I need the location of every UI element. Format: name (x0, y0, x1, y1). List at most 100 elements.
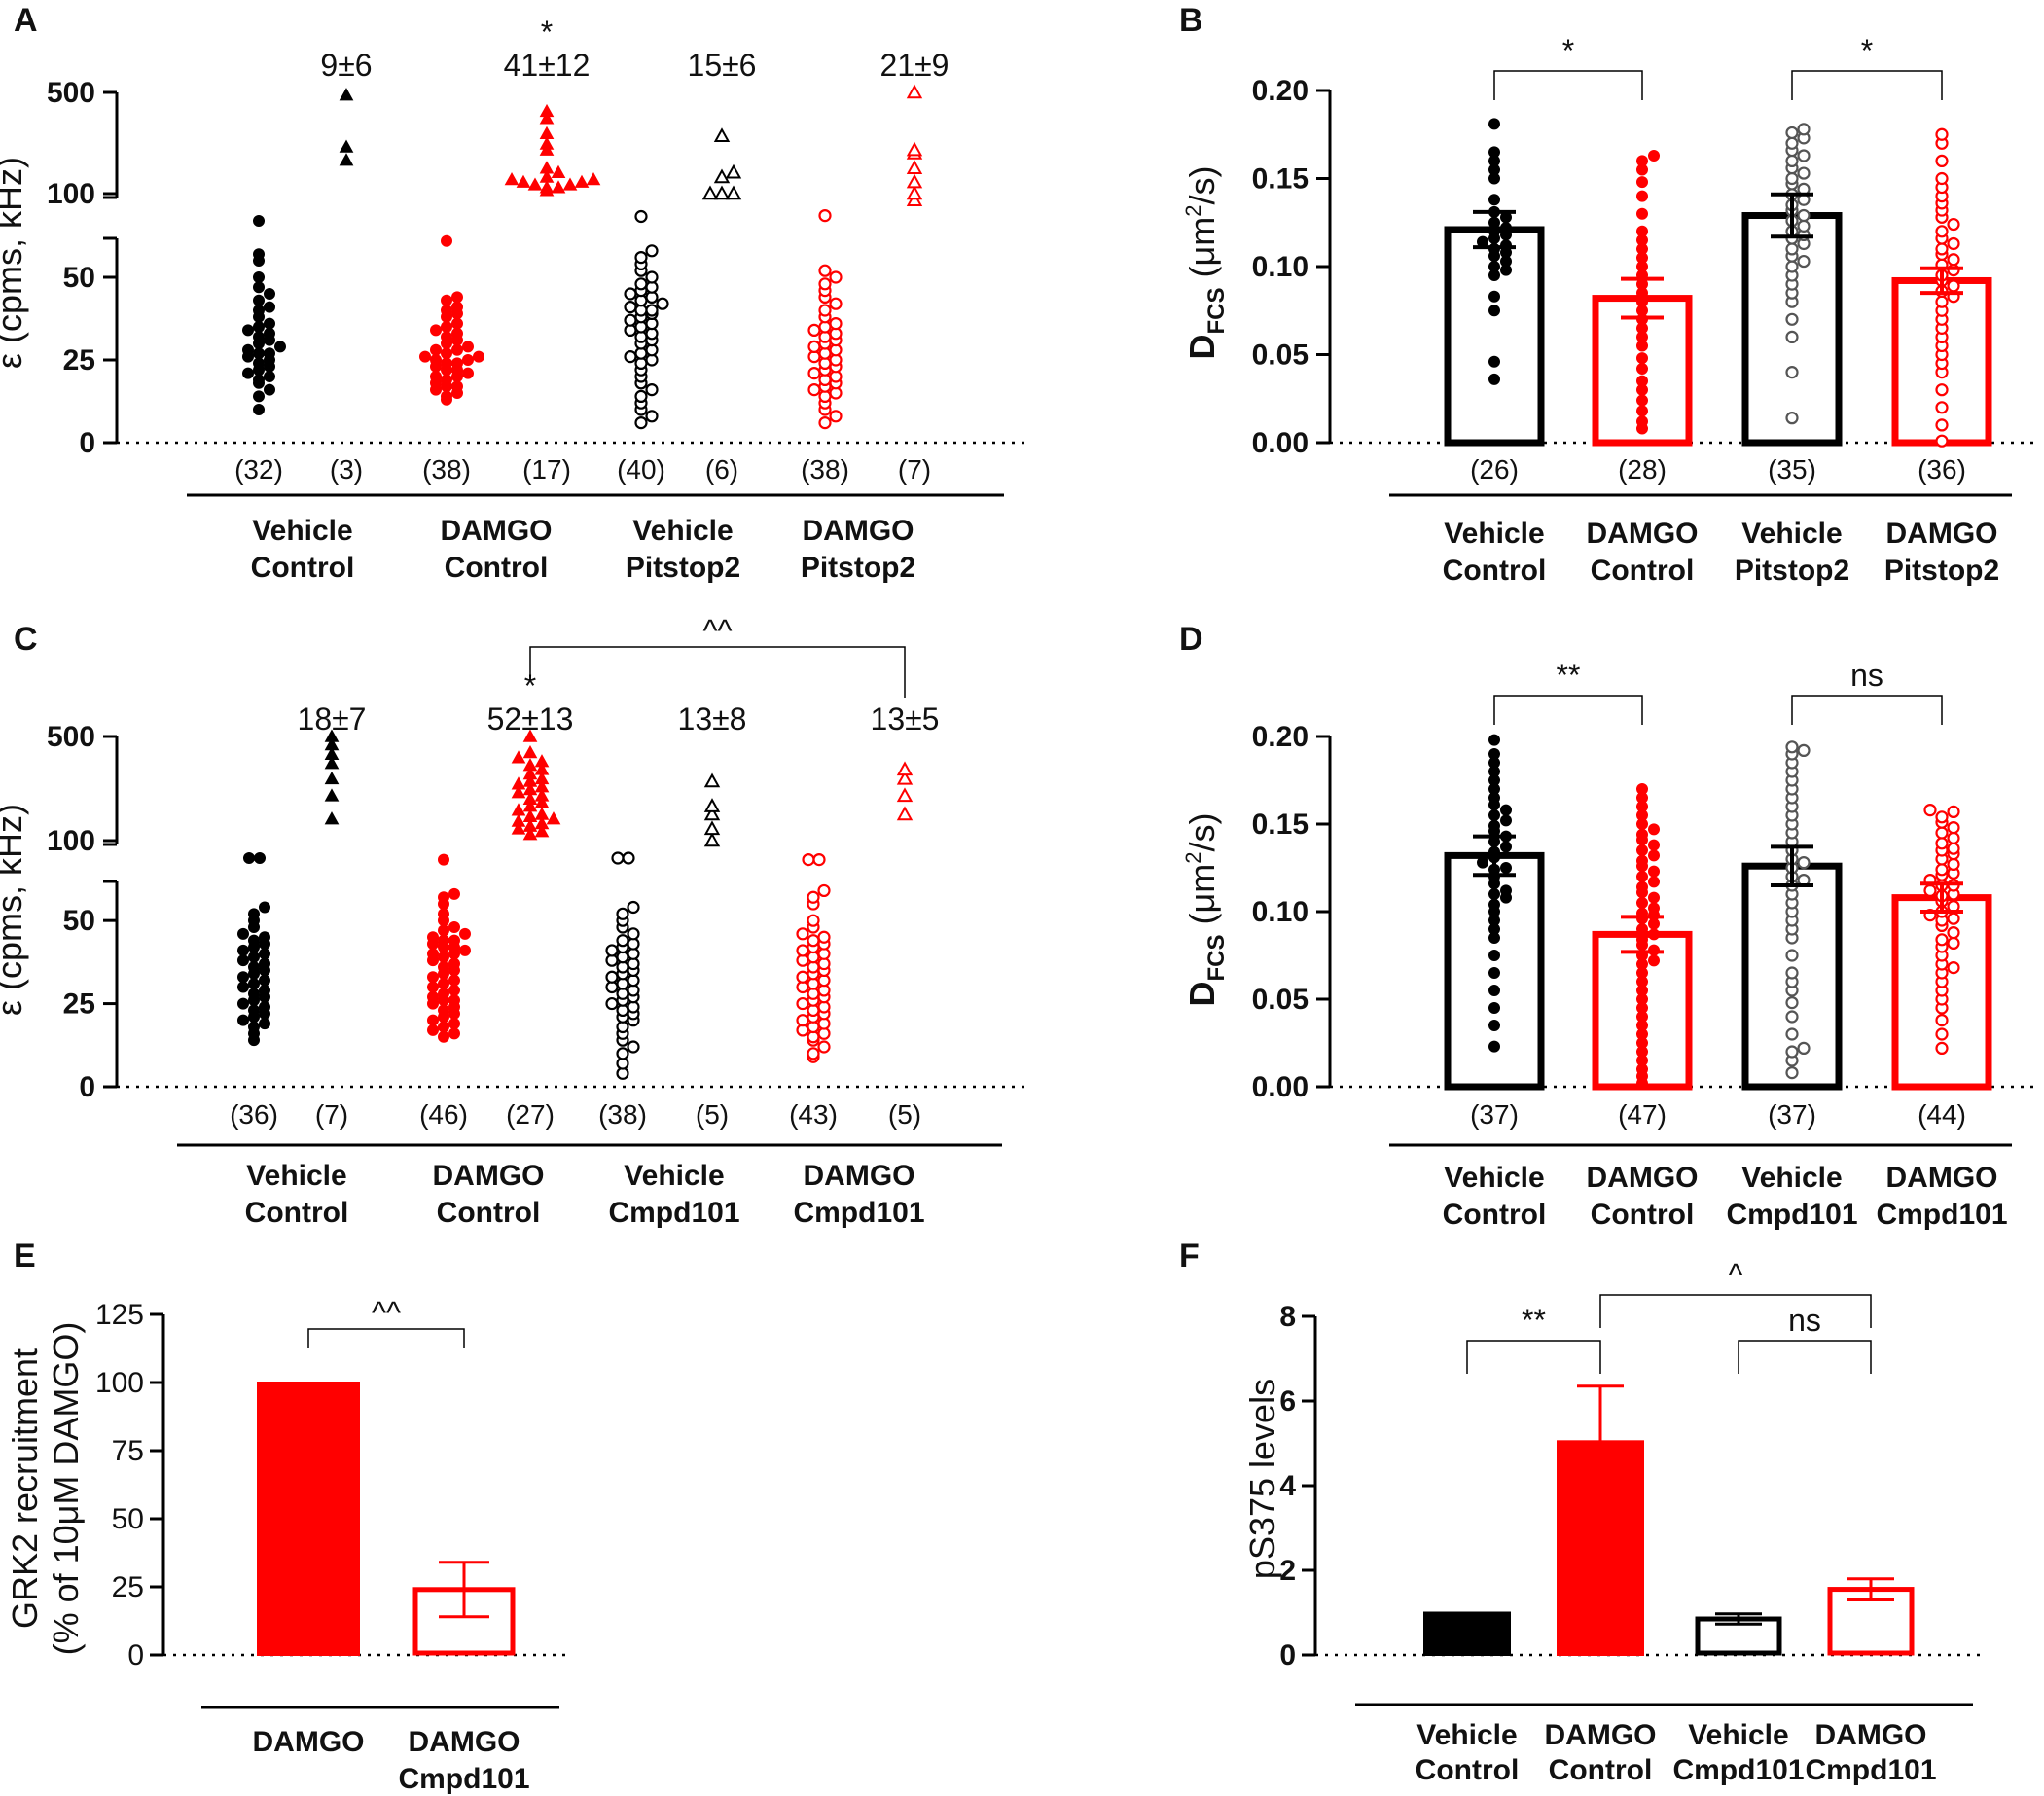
data-point (1648, 149, 1660, 162)
y-tick-label: 0 (1279, 1639, 1296, 1671)
data-point-high (511, 813, 526, 827)
y-tick-label: 0.00 (1252, 1071, 1309, 1103)
data-point (237, 944, 249, 956)
data-point (441, 294, 452, 306)
data-point (237, 927, 249, 940)
data-point (253, 294, 265, 306)
data-point (1935, 401, 1949, 414)
data-point-high (703, 820, 721, 836)
data-point-outlier (243, 852, 255, 864)
n-label: (27) (506, 1099, 555, 1130)
data-point-outlier (438, 853, 449, 866)
data-point (1947, 820, 1960, 835)
data-point-high (551, 164, 566, 178)
data-point (1935, 127, 1949, 141)
data-point (1935, 1027, 1949, 1041)
data-point (448, 984, 460, 996)
data-point (248, 961, 260, 973)
data-point-high (539, 136, 555, 150)
data-point (1488, 305, 1500, 317)
data-point (656, 297, 669, 310)
data-point (259, 1018, 270, 1030)
data-point (634, 389, 648, 403)
y-label-subscript: FCS (1203, 934, 1230, 981)
y-tick-label: 8 (1279, 1301, 1296, 1333)
data-point (1785, 312, 1799, 326)
data-point-high (324, 811, 340, 825)
data-point-high (703, 806, 721, 821)
y-axis-label: pS375 levels (1242, 1379, 1282, 1579)
comparison-bracket (1738, 1340, 1872, 1374)
data-point (451, 343, 463, 356)
data-point-high (725, 185, 742, 200)
data-point (274, 341, 286, 353)
data-point (1947, 805, 1960, 819)
y-tick-label: 25 (63, 344, 95, 377)
data-point (253, 374, 265, 386)
data-point-high (534, 779, 550, 793)
comparison-bracket (1493, 70, 1643, 100)
data-point (1648, 902, 1660, 915)
category-label: DAMGO (1886, 1162, 1998, 1194)
data-point (427, 971, 439, 984)
data-point-high (896, 806, 914, 821)
data-point (1488, 118, 1500, 130)
data-point-high (522, 729, 538, 742)
n-label: (37) (1470, 1099, 1519, 1130)
data-point (1923, 803, 1937, 817)
data-point (624, 287, 637, 301)
data-point-high (703, 798, 721, 812)
data-point (627, 900, 640, 915)
data-point (1935, 1013, 1949, 1027)
n-label: (3) (330, 454, 363, 485)
data-point (427, 1014, 439, 1026)
data-point (1797, 149, 1811, 162)
data-point-outlier (254, 852, 266, 864)
data-point (807, 1047, 820, 1060)
data-point (807, 323, 821, 337)
n-label: (40) (617, 454, 665, 485)
data-point (242, 324, 254, 337)
y-tick-label: 50 (63, 262, 95, 294)
data-point (419, 350, 431, 363)
data-point (1488, 809, 1500, 821)
data-point (264, 347, 275, 360)
data-point (1648, 823, 1660, 836)
data-point (237, 981, 249, 993)
data-point (1947, 936, 1960, 951)
data-point (462, 354, 474, 366)
data-point-high (339, 153, 354, 166)
category-label: Pitstop2 (801, 552, 915, 584)
category-label: Vehicle (1416, 1719, 1517, 1751)
data-point (1785, 330, 1799, 343)
data-point-high (896, 761, 914, 776)
data-point (818, 277, 832, 291)
data-point (1636, 225, 1648, 237)
data-point-high (906, 185, 923, 200)
y-tick-label: 0 (79, 1071, 95, 1103)
data-point-high (534, 795, 550, 808)
comparison-bracket (1791, 70, 1943, 100)
data-point (1636, 828, 1648, 841)
panel-letter-c: C (14, 621, 38, 658)
y-tick-label: 0.15 (1252, 163, 1309, 196)
data-point (1636, 375, 1648, 387)
comparison-bracket (1599, 1294, 1872, 1328)
data-point (1488, 734, 1500, 746)
category-label: Control (251, 552, 355, 584)
data-point (462, 367, 474, 379)
data-point (438, 924, 449, 937)
mean-annotation: 13±8 (678, 701, 747, 736)
data-point (1636, 155, 1648, 167)
category-label: Cmpd101 (398, 1763, 529, 1795)
n-label: (5) (888, 1099, 921, 1130)
data-point (448, 974, 460, 987)
data-point-high (534, 824, 550, 838)
data-point (427, 990, 439, 1003)
y-label-part: (μm (1182, 217, 1222, 288)
data-point (1488, 1020, 1500, 1031)
data-point (1785, 1045, 1799, 1059)
data-point-high (896, 787, 914, 803)
data-point (616, 907, 629, 920)
data-point (264, 301, 275, 313)
